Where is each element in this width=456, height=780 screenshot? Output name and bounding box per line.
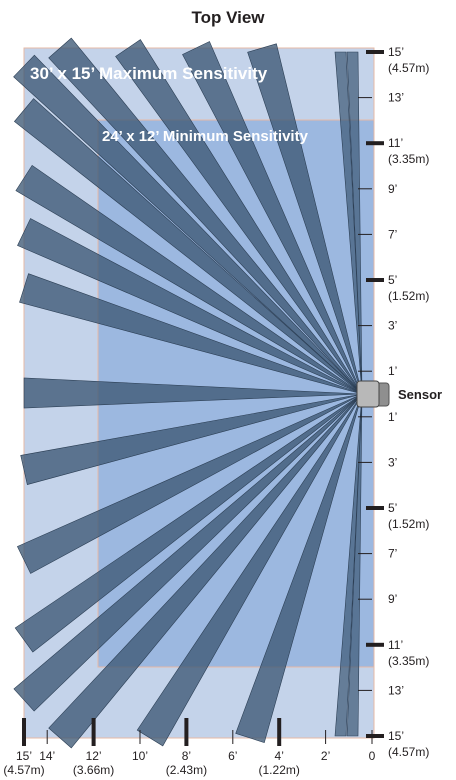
scale-label: 5’	[388, 273, 397, 287]
scale-minor-tick	[46, 730, 48, 744]
right-distance-scale: 15’ (4.57m) 13’ 11’ (3.35m) 9’ 7’ 5’ (1.52m) 3’ 1’…	[358, 45, 429, 759]
detection-beam	[48, 37, 363, 395]
scale-minor-tick	[358, 325, 372, 327]
scale-metric-label: (1.52m)	[388, 289, 429, 303]
scale-major-tick	[91, 718, 96, 746]
scale-label: 2’	[321, 749, 330, 763]
scale-label: 9’	[388, 182, 397, 196]
detection-beam	[15, 164, 363, 395]
scale-minor-tick	[358, 416, 372, 418]
scale-label: 4’	[275, 749, 284, 763]
detection-beam	[346, 393, 363, 737]
detection-beam	[14, 393, 363, 653]
scale-metric-label: (3.35m)	[388, 654, 429, 668]
diagram-title: Top View	[191, 8, 265, 27]
scale-major-tick	[366, 642, 384, 647]
detection-beam	[13, 98, 363, 395]
scale-label: 11’	[388, 638, 403, 652]
detection-beam	[17, 218, 363, 395]
scale-minor-tick	[358, 370, 372, 372]
detection-beam	[334, 51, 363, 395]
detection-beam	[13, 393, 363, 712]
scale-major-tick	[184, 718, 189, 746]
sensor	[356, 380, 390, 408]
scale-major-tick	[366, 50, 384, 54]
scale-label: 1’	[388, 364, 397, 378]
scale-major-tick	[277, 718, 282, 746]
scale-label: 12’	[86, 749, 102, 763]
bottom-distance-scale: 15’(4.57m)14’ 12’(3.66m) 10’ 8’(2.43m) 6’ 4’(…	[3, 718, 376, 777]
scale-minor-tick	[232, 730, 234, 744]
sensor-body	[356, 380, 380, 408]
scale-label: 13’	[388, 683, 404, 697]
scale-metric-label: (4.57m)	[388, 745, 429, 759]
detection-beams	[13, 37, 363, 749]
scale-minor-tick	[371, 730, 373, 744]
detection-beam	[182, 41, 363, 395]
scale-label: 8’	[182, 749, 191, 763]
scale-minor-tick	[358, 598, 372, 600]
detection-beam	[19, 273, 363, 395]
sensor-label: Sensor	[398, 387, 442, 402]
scale-label: 5’	[388, 501, 397, 515]
scale-metric-label: (1.52m)	[388, 517, 429, 531]
scale-minor-tick	[325, 730, 327, 744]
detection-beam	[16, 393, 363, 574]
scale-metric-label: (3.66m)	[73, 763, 114, 777]
scale-major-tick	[366, 506, 384, 510]
detection-beam	[48, 393, 363, 749]
scale-label: 9’	[388, 592, 397, 606]
scale-metric-label: (4.57m)	[3, 763, 44, 777]
detection-beam	[334, 393, 363, 737]
detection-beam	[346, 51, 363, 395]
scale-label: 15’	[388, 45, 404, 59]
scale-major-tick	[366, 278, 384, 282]
scale-label: 15’	[388, 729, 404, 743]
scale-major-tick	[22, 718, 26, 746]
scale-major-tick	[366, 141, 384, 146]
scale-minor-tick	[358, 689, 372, 691]
scale-label: 15’	[16, 749, 32, 763]
scale-minor-tick	[358, 97, 372, 99]
scale-label: 10’	[132, 749, 148, 763]
detection-beam	[235, 393, 363, 743]
scale-minor-tick	[358, 553, 372, 555]
scale-major-tick	[366, 734, 384, 738]
detection-beam	[136, 393, 363, 747]
scale-label: 11’	[388, 136, 403, 150]
scale-label: 1’	[388, 410, 397, 424]
min-sensitivity-label: 24’ x 12’ Minimum Sensitivity	[102, 128, 309, 145]
scale-label: 3’	[388, 455, 397, 469]
scale-metric-label: (1.22m)	[259, 763, 300, 777]
scale-minor-tick	[358, 233, 372, 235]
scale-label: 7’	[388, 547, 397, 561]
detection-beam	[20, 393, 363, 485]
max-sensitivity-label: 30’ x 15’ Maximum Sensitivity	[30, 64, 268, 83]
scale-label: 7’	[388, 227, 397, 241]
scale-minor-tick	[358, 188, 372, 190]
detection-beam	[23, 377, 363, 409]
scale-label: 14’	[39, 749, 55, 763]
scale-minor-tick	[358, 461, 372, 463]
scale-label: 13’	[388, 91, 404, 105]
scale-metric-label: (4.57m)	[388, 61, 429, 75]
scale-metric-label: (3.35m)	[388, 152, 429, 166]
detection-beam	[115, 39, 363, 395]
detection-beam	[247, 43, 363, 395]
scale-metric-label: (2.43m)	[166, 763, 207, 777]
scale-label: 0	[369, 749, 376, 763]
detection-beam	[13, 54, 363, 395]
scale-label: 6’	[228, 749, 237, 763]
scale-label: 3’	[388, 319, 397, 333]
scale-minor-tick	[139, 730, 141, 744]
